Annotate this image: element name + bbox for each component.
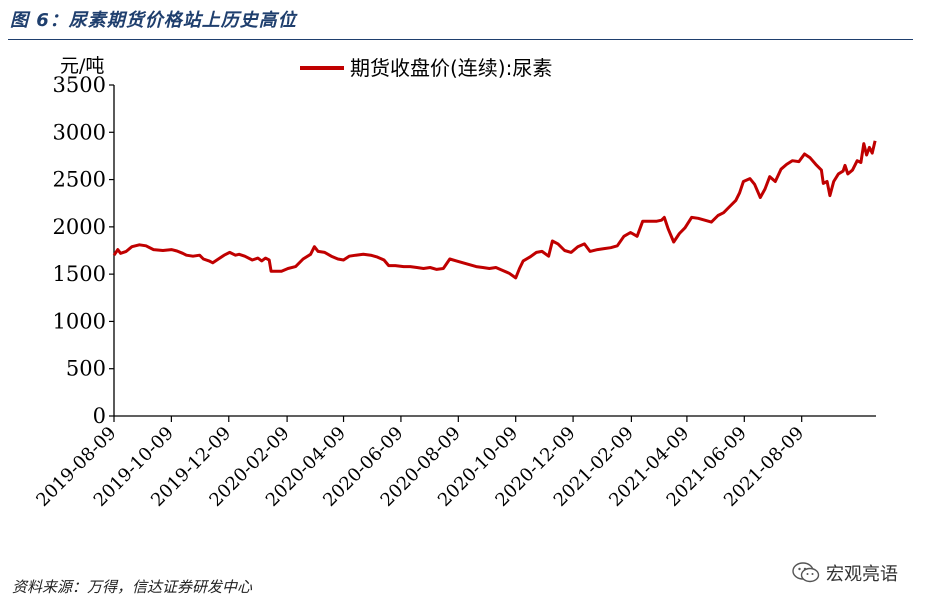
watermark: 宏观亮语 (792, 560, 898, 586)
y-tick-label: 2000 (53, 215, 106, 239)
y-tick-label: 1500 (53, 262, 106, 286)
plot-area (112, 140, 877, 280)
source-note: 资料来源：万得，信达证券研发中心 (12, 578, 253, 596)
y-tick-label: 1000 (53, 309, 106, 333)
watermark-text: 宏观亮语 (826, 564, 898, 585)
wechat-icon (792, 562, 820, 584)
title-divider (8, 39, 913, 40)
series-line (112, 140, 877, 280)
legend-label: 期货收盘价(连续):尿素 (350, 56, 552, 80)
chart-legend: 期货收盘价(连续):尿素 (300, 56, 552, 80)
y-tick-label: 2500 (53, 168, 106, 192)
y-axis-unit-label: 元/吨 (60, 55, 104, 77)
y-tick-label: 500 (66, 357, 106, 381)
chart-axes (109, 84, 876, 422)
y-tick-labels: 0 500 1000 1500 2000 2500 3000 3500 (53, 73, 106, 428)
y-tick-label: 3000 (53, 120, 106, 144)
x-tick-labels: 2019-08-092019-10-092019-12-092020-02-09… (32, 423, 808, 511)
y-tick-label: 0 (93, 404, 106, 428)
figure-title: 图 6：尿素期货价格站上历史高位 (10, 10, 297, 31)
y-tick-label: 3500 (53, 73, 106, 97)
